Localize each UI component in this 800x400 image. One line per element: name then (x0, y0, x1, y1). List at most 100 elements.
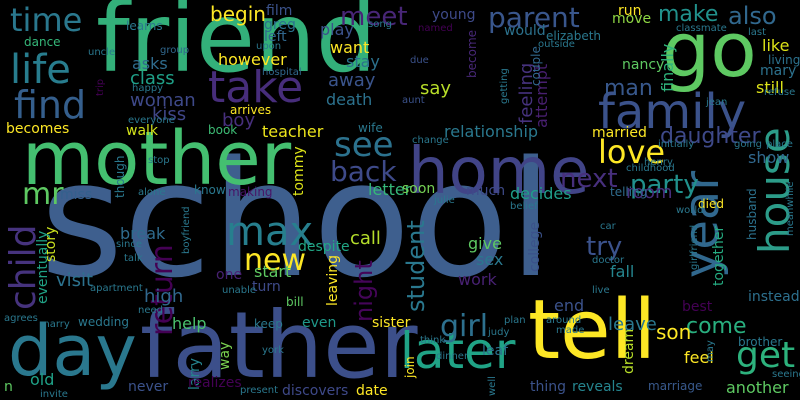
word-join: join (403, 356, 417, 378)
word-away: away (328, 70, 376, 91)
word-belief: belief (510, 201, 538, 212)
word-arrives: arrives (230, 103, 272, 117)
word-tell: tell (528, 283, 657, 378)
word-making: making (228, 185, 273, 199)
word-miss: miss (60, 187, 93, 203)
word-know: know (194, 183, 226, 197)
word-together: together (711, 225, 727, 286)
word-young: young (432, 7, 476, 23)
word-teacher: teacher (262, 122, 324, 141)
word-living: living (768, 53, 800, 67)
word-turn: turn (252, 279, 281, 295)
word-outside: outside (538, 39, 575, 50)
word-boy: boy (222, 110, 256, 131)
word-elizabeth: elizabeth (546, 29, 602, 43)
word-thing: thing (530, 379, 567, 395)
word-hospital: hospital (262, 67, 302, 78)
word-may: may (705, 340, 716, 362)
word-reveals: reveals (572, 379, 623, 395)
word-mother: mother (22, 116, 292, 202)
word-home: home (408, 135, 590, 209)
word-start: start (254, 262, 292, 281)
word-room: room (626, 182, 673, 203)
word-day: day (8, 310, 137, 392)
word-marry: marry (40, 319, 70, 330)
word-n: n (4, 379, 13, 395)
word-move: move (612, 11, 652, 27)
word-give: give (468, 234, 502, 253)
word-couple: couple (529, 46, 543, 86)
word-letter: letter (368, 180, 412, 199)
word-woman: woman (130, 90, 196, 111)
word-still: still (756, 78, 784, 97)
word-telling: telling (610, 185, 648, 199)
word-doctor: doctor (592, 255, 625, 266)
word-initially: initially (658, 139, 695, 150)
word-upon: upon (256, 41, 282, 52)
word-henry: henry (644, 157, 673, 168)
word-made: made (556, 325, 585, 336)
word-back: back (330, 155, 397, 188)
word-getting: getting (499, 68, 510, 104)
word-take: take (208, 62, 304, 113)
word-brother: brother (738, 335, 783, 349)
word-live: live (592, 285, 610, 296)
word-night: night (350, 260, 378, 322)
word-realizes: realizes (188, 375, 242, 391)
word-later: later (400, 322, 516, 380)
word-plan: plan (504, 315, 526, 326)
word-party: party (630, 170, 699, 200)
word-last: last (748, 27, 767, 38)
word-invite: invite (40, 389, 68, 400)
word-wife: wife (358, 121, 383, 135)
word-family: family (598, 84, 747, 140)
word-uncle: uncle (88, 47, 116, 58)
word-song: song (368, 19, 393, 30)
word-alone: alone (138, 187, 166, 198)
word-group: group (160, 45, 190, 56)
word-going: going (734, 139, 762, 150)
word-sister: sister (372, 315, 411, 331)
word-wedding: wedding (78, 315, 129, 329)
word-soon: soon (402, 181, 436, 197)
word-childhood: childhood (626, 163, 675, 174)
word-greg: greg (264, 17, 296, 33)
word-class: class (130, 68, 175, 89)
word-york: york (262, 345, 284, 356)
word-dream: dream (621, 328, 637, 374)
word-refuse: refuse (764, 87, 796, 98)
word-change: change (412, 135, 449, 146)
word-nancy: nancy (622, 57, 665, 73)
word-sex: sex (476, 250, 504, 269)
word-date: date (356, 383, 388, 399)
word-would: would (504, 23, 546, 39)
word-daughter: daughter (660, 124, 761, 149)
word-new: new (244, 243, 307, 278)
word-next: next (560, 164, 618, 194)
word-julie: julie (434, 195, 455, 206)
word-play: play (320, 20, 354, 39)
word-despite: despite (298, 239, 350, 255)
word-feel: feel (684, 348, 714, 367)
word-old: old (30, 370, 55, 389)
word-talk: talk (124, 253, 143, 264)
word-fall: fall (610, 262, 635, 281)
word-since: since (116, 239, 142, 250)
word-husband: husband (745, 188, 759, 240)
word-decides: decides (510, 184, 572, 203)
word-like: like (762, 36, 790, 55)
word-come: come (686, 314, 747, 339)
word-son: son (656, 320, 692, 344)
word-help: help (172, 314, 207, 333)
word-seeing: seeing (772, 369, 800, 380)
word-meet: meet (340, 2, 408, 32)
word-around: around (546, 315, 582, 326)
word-say: say (420, 78, 452, 99)
word-death: death (326, 90, 373, 109)
word-max: max (226, 209, 314, 255)
word-think: think (420, 335, 446, 346)
word-classmate: classmate (676, 23, 727, 34)
word-visit: visit (56, 270, 94, 291)
word-girlfriend: girlfriend (689, 224, 700, 270)
